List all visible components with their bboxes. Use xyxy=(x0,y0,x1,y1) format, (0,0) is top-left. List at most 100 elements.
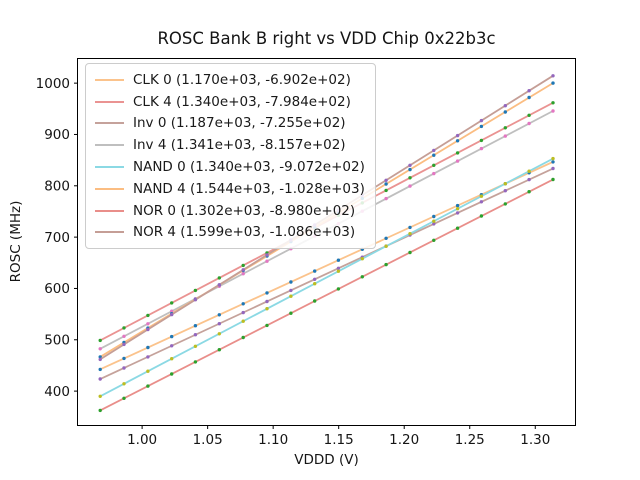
data-point-nand-4 xyxy=(408,167,412,172)
data-point-nor-0 xyxy=(122,396,126,400)
data-point-nor-4 xyxy=(503,104,507,108)
data-point-nor-4 xyxy=(193,298,198,302)
data-point-nor-0 xyxy=(289,311,293,315)
data-point-nand-0 xyxy=(122,382,126,386)
data-point-inv-4 xyxy=(265,259,269,263)
data-point-inv-0 xyxy=(313,277,317,281)
legend-line-swatch xyxy=(95,122,124,125)
data-point-inv-0 xyxy=(241,310,245,315)
data-point-inv-4 xyxy=(527,121,531,126)
data-point-nor-0 xyxy=(551,177,555,182)
data-point-clk-4 xyxy=(527,113,531,118)
data-point-clk-0 xyxy=(265,291,269,295)
data-point-nand-0 xyxy=(432,219,436,223)
x-tick-label: 1.05 xyxy=(193,432,223,448)
data-point-nor-0 xyxy=(360,275,364,279)
data-point-clk-4 xyxy=(98,338,102,343)
data-point-clk-0 xyxy=(384,236,388,240)
data-point-clk-4 xyxy=(503,126,507,130)
data-point-inv-0 xyxy=(479,200,484,204)
data-point-clk-0 xyxy=(336,258,341,262)
y-tick-label: 1000 xyxy=(36,76,70,92)
data-point-clk-4 xyxy=(146,313,150,318)
data-point-clk-0 xyxy=(217,313,221,317)
data-point-inv-4 xyxy=(98,347,102,351)
data-point-nand-4 xyxy=(551,81,555,85)
data-point-clk-4 xyxy=(193,288,198,293)
data-point-nand-0 xyxy=(265,307,269,311)
axes-frame xyxy=(77,58,576,426)
legend-entry-clk-4: CLK 4 (1.340e+03, -7.984e+02) xyxy=(95,91,365,113)
data-point-clk-4 xyxy=(455,151,460,155)
data-point-inv-4 xyxy=(551,109,555,113)
legend-entry-nand-0: NAND 0 (1.340e+03, -9.072e+02) xyxy=(95,156,365,178)
data-point-clk-4 xyxy=(432,163,436,167)
data-point-inv-4 xyxy=(432,171,436,176)
data-point-inv-0 xyxy=(336,266,341,270)
data-point-clk-0 xyxy=(241,302,245,306)
legend-label: CLK 4 (1.340e+03, -7.984e+02) xyxy=(133,93,351,110)
data-point-inv-0 xyxy=(503,189,507,193)
data-point-clk-0 xyxy=(408,225,412,230)
y-tick-label: 500 xyxy=(44,332,70,348)
data-point-nor-4 xyxy=(217,283,221,287)
data-point-nor-4 xyxy=(432,148,436,153)
data-point-inv-0 xyxy=(217,322,221,326)
data-point-nand-4 xyxy=(527,95,531,100)
x-tick-label: 1.00 xyxy=(127,432,157,448)
data-point-inv-4 xyxy=(455,159,460,163)
legend-line-swatch xyxy=(95,78,124,81)
x-axis-label: VDDD (V) xyxy=(294,452,358,468)
data-point-clk-0 xyxy=(193,324,198,328)
data-point-inv-4 xyxy=(241,272,245,276)
data-point-clk-4 xyxy=(384,188,388,193)
data-point-nor-0 xyxy=(217,348,221,352)
legend-line-swatch xyxy=(95,100,124,103)
data-point-nor-0 xyxy=(503,202,507,206)
data-point-nor-0 xyxy=(455,226,460,230)
fit-line-nor-0 xyxy=(99,178,554,412)
data-point-inv-0 xyxy=(289,288,293,293)
legend-line-swatch xyxy=(95,144,124,147)
data-point-clk-0 xyxy=(432,214,436,219)
data-point-nand-4 xyxy=(503,110,507,114)
data-point-nor-0 xyxy=(336,287,341,291)
data-point-nand-0 xyxy=(527,169,531,173)
data-point-nand-0 xyxy=(241,319,245,323)
data-point-inv-0 xyxy=(122,366,126,370)
data-point-nor-4 xyxy=(146,327,150,332)
data-point-nor-0 xyxy=(313,299,317,303)
data-point-nand-0 xyxy=(146,369,150,373)
x-tick-label: 1.10 xyxy=(258,432,288,448)
data-point-inv-4 xyxy=(122,334,126,338)
data-point-nor-4 xyxy=(98,357,102,362)
data-point-nand-4 xyxy=(432,153,436,157)
data-point-nor-4 xyxy=(551,74,555,78)
data-point-clk-4 xyxy=(408,176,412,180)
data-point-inv-4 xyxy=(384,196,388,201)
data-point-nor-0 xyxy=(146,384,150,388)
legend-line-swatch xyxy=(95,231,124,234)
y-tick-label: 600 xyxy=(44,281,70,297)
data-point-nor-4 xyxy=(122,342,126,347)
data-point-clk-4 xyxy=(241,263,245,268)
data-point-nor-4 xyxy=(408,163,412,167)
fit-line-nand-0 xyxy=(99,157,554,398)
data-point-inv-0 xyxy=(432,222,436,226)
legend-label: NOR 0 (1.302e+03, -8.980e+02) xyxy=(133,202,356,219)
data-point-nand-0 xyxy=(360,257,364,261)
data-point-nand-0 xyxy=(193,344,198,348)
data-point-nor-0 xyxy=(384,262,388,267)
legend-entry-inv-4: Inv 4 (1.341e+03, -8.157e+02) xyxy=(95,134,365,156)
x-tick-label: 1.20 xyxy=(389,432,419,448)
data-point-nand-0 xyxy=(479,194,484,198)
data-point-clk-0 xyxy=(146,345,150,350)
y-tick-label: 400 xyxy=(44,384,70,400)
data-point-inv-4 xyxy=(479,146,484,151)
data-point-inv-0 xyxy=(146,355,150,359)
data-point-inv-4 xyxy=(408,184,412,188)
data-point-inv-0 xyxy=(193,333,198,337)
x-tick-label: 1.30 xyxy=(520,432,550,448)
legend-line-swatch xyxy=(95,187,124,190)
